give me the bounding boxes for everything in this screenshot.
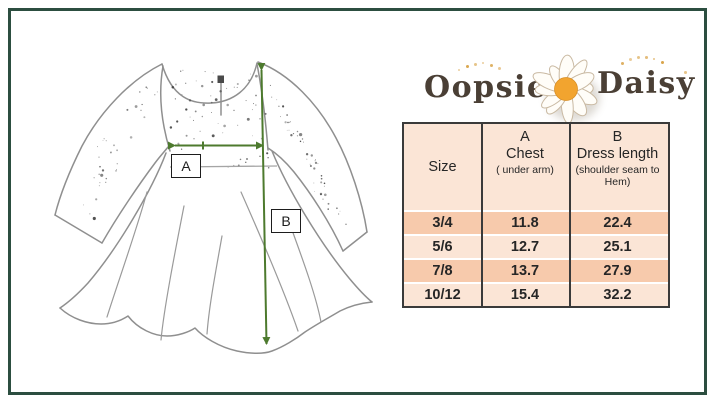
logo-accent-dot (684, 71, 687, 74)
col-size-header: Size (428, 158, 457, 175)
label-b-box: B (271, 209, 301, 233)
col-chest-subtitle: ( under arm) (496, 164, 554, 176)
table-row: 5/6 12.7 25.1 (404, 236, 668, 258)
logo-word-daisy: Daisy (597, 66, 696, 101)
logo-word-oopsie: Oopsie (424, 70, 548, 105)
col-length-header: Dress length (576, 146, 659, 162)
table-row: 10/12 15.4 32.2 (404, 284, 668, 306)
size-value: 10/12 (424, 287, 461, 303)
table-row: 7/8 13.7 27.9 (404, 260, 668, 282)
logo-accent-dot (661, 61, 665, 65)
size-value: 7/8 (432, 263, 453, 279)
chest-value: 15.4 (510, 287, 540, 303)
logo-accent-dot (474, 63, 478, 67)
logo-accent-dot (653, 58, 656, 61)
size-value: 3/4 (432, 215, 453, 231)
dress-outline (54, 61, 373, 354)
size-table-header: Size A Chest ( under arm) B Dress length… (404, 124, 668, 210)
length-value: 32.2 (603, 287, 632, 303)
logo-accent-dot (621, 62, 624, 65)
table-row: 3/4 11.8 22.4 (404, 212, 668, 234)
dress-button (217, 75, 224, 83)
logo-accent-dot (490, 64, 494, 68)
length-value: 27.9 (603, 263, 632, 279)
logo-accent-dot (629, 58, 633, 62)
logo-accent-dot (458, 69, 461, 72)
chest-value: 12.7 (510, 239, 540, 255)
logo-accent-dot (466, 65, 470, 69)
col-chest-header: Chest (506, 146, 544, 162)
col-length-subtitle: (shoulder seam to Hem) (575, 164, 660, 188)
length-value: 25.1 (603, 239, 632, 255)
chest-value: 13.7 (510, 263, 540, 279)
logo-accent-dot (645, 56, 648, 59)
col-chest-letter: A (520, 129, 530, 145)
dress-length-arrow (257, 62, 271, 345)
table-column-divider (481, 124, 483, 306)
logo-accent-dot (637, 56, 641, 60)
length-value: 22.4 (603, 215, 632, 231)
logo-accent-dot (498, 67, 501, 70)
logo-accent-dot (482, 62, 485, 65)
label-b: B (281, 213, 291, 229)
dress-diagram (54, 61, 373, 354)
table-column-divider (569, 124, 571, 306)
col-length-letter: B (612, 129, 623, 145)
size-value: 5/6 (432, 239, 453, 255)
label-a-box: A (171, 154, 201, 178)
chest-value: 11.8 (511, 215, 539, 231)
daisy-flower-icon (532, 54, 600, 124)
size-table: Size A Chest ( under arm) B Dress length… (402, 122, 670, 308)
measure-arrows (168, 62, 271, 345)
label-a: A (181, 158, 191, 174)
